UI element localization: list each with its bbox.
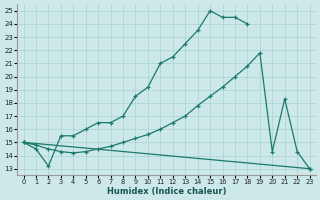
X-axis label: Humidex (Indice chaleur): Humidex (Indice chaleur) — [107, 187, 226, 196]
